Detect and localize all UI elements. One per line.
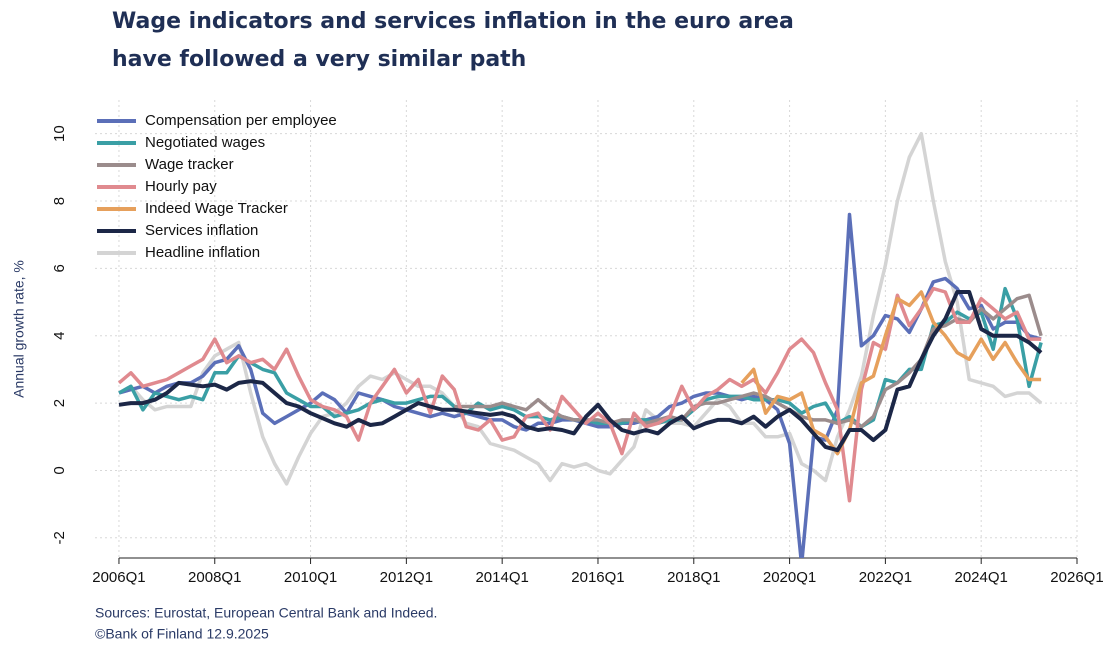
x-tick-label: 2010Q1	[284, 569, 337, 586]
source: Sources: Eurostat, European Central Bank…	[95, 605, 437, 621]
y-axis-label: Annual growth rate, %	[11, 260, 27, 398]
legend-label: Wage tracker	[145, 156, 234, 173]
y-tick-label: 2	[51, 399, 68, 407]
x-tick-label: 2020Q1	[763, 569, 816, 586]
x-tick-label: 2016Q1	[571, 569, 624, 586]
legend-label: Services inflation	[145, 222, 258, 239]
series-line	[118, 131, 1043, 486]
x-tick-label: 2012Q1	[380, 569, 433, 586]
y-tick-label: 10	[51, 125, 68, 142]
series-line	[740, 290, 1042, 456]
x-tick-label: 2018Q1	[667, 569, 720, 586]
series-line	[117, 286, 1042, 503]
plot-area	[117, 131, 1043, 558]
y-tick-label: 4	[51, 332, 68, 340]
legend-label: Negotiated wages	[145, 134, 265, 151]
x-tick-label: 2014Q1	[475, 569, 528, 586]
x-tick-label: 2026Q1	[1050, 569, 1103, 586]
x-tick-label: 2008Q1	[188, 569, 241, 586]
legend-label: Indeed Wage Tracker	[145, 200, 288, 217]
series-line	[118, 290, 1043, 453]
x-tick-label: 2024Q1	[954, 569, 1007, 586]
x-tick-label: 2022Q1	[859, 569, 912, 586]
y-tick-label: -2	[51, 531, 68, 544]
legend-label: Hourly pay	[145, 178, 217, 195]
y-tick-label: 6	[51, 264, 68, 272]
y-tick-label: 0	[51, 466, 68, 474]
series-line	[454, 293, 1043, 429]
chart-title: Wage indicators and services inflation i…	[112, 9, 794, 34]
x-tick-label: 2006Q1	[92, 569, 145, 586]
y-tick-label: 8	[51, 197, 68, 205]
chart-title: have followed a very similar path	[112, 47, 526, 72]
source: ©Bank of Finland 12.9.2025	[95, 626, 269, 642]
legend-label: Compensation per employee	[145, 112, 337, 129]
legend-label: Headline inflation	[145, 244, 260, 261]
